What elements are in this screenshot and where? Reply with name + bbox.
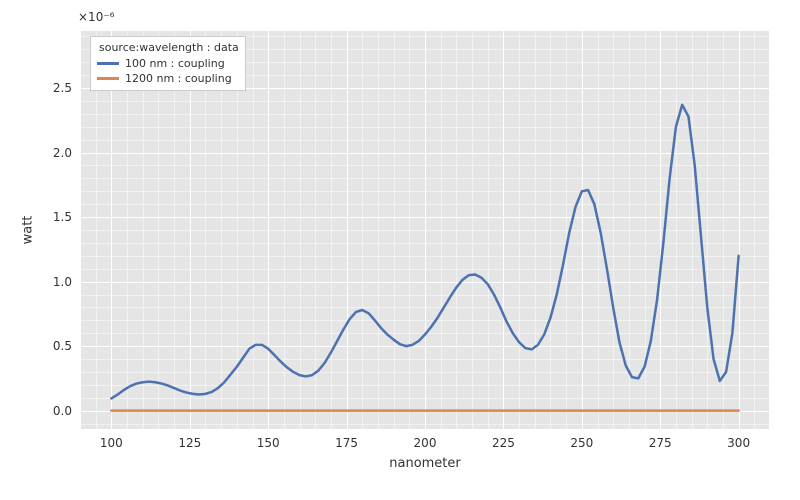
series-line xyxy=(111,105,738,399)
legend-title: source:wavelength : data xyxy=(97,41,239,54)
legend-swatch xyxy=(97,62,119,65)
y-tick-label: 0.5 xyxy=(53,339,72,353)
grid-vertical-minor xyxy=(770,30,771,430)
y-tick-label: 2.5 xyxy=(53,81,72,95)
y-tick-label: 2.0 xyxy=(53,146,72,160)
x-tick-label: 300 xyxy=(727,436,750,450)
legend-item: 100 nm : coupling xyxy=(97,56,239,71)
legend-label: 100 nm : coupling xyxy=(125,57,225,70)
legend-swatch xyxy=(97,77,119,80)
x-tick-label: 125 xyxy=(178,436,201,450)
y-tick-label: 0.0 xyxy=(53,404,72,418)
y-tick-label: 1.0 xyxy=(53,275,72,289)
x-tick-label: 225 xyxy=(492,436,515,450)
y-axis-offset-text: ×10⁻⁶ xyxy=(78,10,114,24)
x-tick-label: 275 xyxy=(649,436,672,450)
x-tick-label: 175 xyxy=(335,436,358,450)
x-tick-label: 150 xyxy=(257,436,280,450)
x-tick-label: 250 xyxy=(570,436,593,450)
y-axis-label: watt xyxy=(21,216,36,245)
legend: source:wavelength : data 100 nm : coupli… xyxy=(90,36,246,91)
x-tick-label: 200 xyxy=(414,436,437,450)
y-tick-label: 1.5 xyxy=(53,210,72,224)
legend-item: 1200 nm : coupling xyxy=(97,71,239,86)
x-axis-label: nanometer xyxy=(389,456,461,471)
figure: nanometer watt ×10⁻⁶ source:wavelength :… xyxy=(0,0,800,500)
x-tick-label: 100 xyxy=(100,436,123,450)
legend-label: 1200 nm : coupling xyxy=(125,72,232,85)
